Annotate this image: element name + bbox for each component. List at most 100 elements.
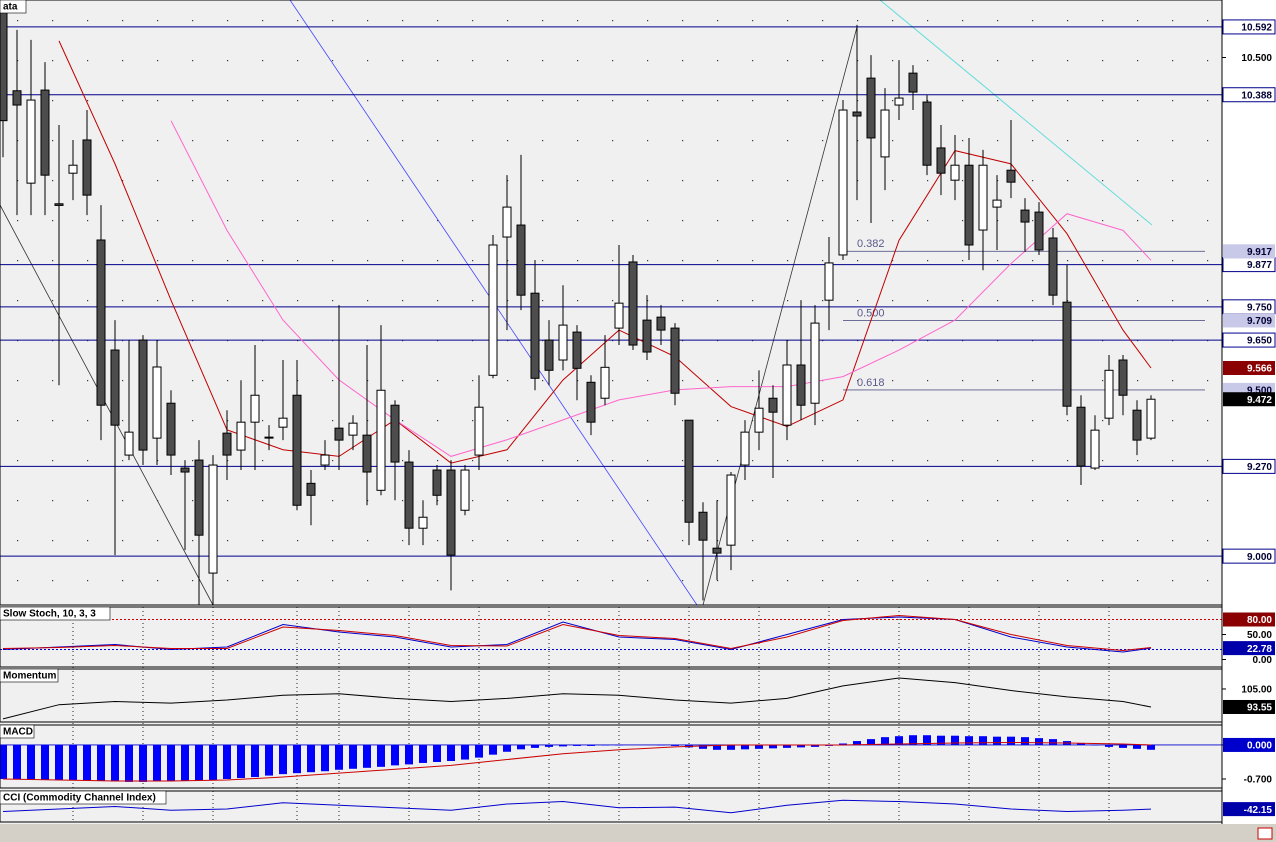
- candle-body: [222, 432, 232, 456]
- macd-bar: [559, 744, 567, 747]
- fib-label: 0.618: [857, 377, 885, 389]
- macd-bar: [335, 744, 343, 770]
- candle-body: [0, 0, 8, 122]
- macd-bar: [83, 744, 91, 781]
- macd-bar: [391, 744, 399, 766]
- band-label: 80.00: [1247, 615, 1272, 626]
- trend-line: [879, 0, 1153, 226]
- candle-body: [152, 366, 162, 439]
- panel-title-box: [0, 0, 27, 14]
- candle-body: [936, 147, 946, 174]
- level-label: 10.388: [1241, 90, 1272, 101]
- panel-title-box: [0, 724, 35, 739]
- candle-body: [516, 224, 526, 296]
- candle-body: [768, 397, 778, 413]
- candle-body: [110, 349, 120, 426]
- macd-bar: [1133, 744, 1141, 749]
- last-value-label-box: [1223, 699, 1275, 714]
- candle-body: [908, 72, 918, 93]
- candle-body: [684, 419, 694, 523]
- panel-title: Slow Stoch, 10, 3, 3: [3, 609, 96, 620]
- macd-bar: [209, 744, 217, 780]
- last-price-label-box: [1223, 392, 1275, 407]
- macd-bar: [671, 744, 679, 746]
- macd-bar: [965, 736, 973, 745]
- y-tick-label: 10.500: [1241, 53, 1272, 64]
- candle-body: [614, 302, 624, 329]
- candle-body: [712, 547, 722, 554]
- macd-bar: [741, 744, 749, 750]
- level-label-box: [1222, 87, 1276, 103]
- candle-body: [180, 467, 190, 473]
- indicator-line: [2, 677, 1152, 720]
- panel-title: Momentum: [3, 671, 56, 682]
- y-tick-label-box: [1223, 737, 1275, 752]
- macd-bar: [755, 744, 763, 749]
- macd-bar: [321, 744, 329, 772]
- candle-body: [1104, 369, 1114, 419]
- fib-price-label-box: [1223, 313, 1275, 328]
- fib-label: 0.382: [857, 238, 885, 250]
- macd-bar: [363, 744, 371, 768]
- macd-bar: [181, 744, 189, 781]
- macd-bar: [433, 744, 441, 762]
- macd-bar: [475, 744, 483, 758]
- fib-label: 0.500: [857, 307, 885, 319]
- macd-bar: [1049, 739, 1057, 745]
- candle-body: [376, 389, 386, 491]
- fib-price-label: 9.500: [1247, 386, 1272, 397]
- candle-body: [68, 164, 78, 174]
- macd-bar: [167, 744, 175, 781]
- candle-body: [1062, 301, 1072, 407]
- candle-body: [278, 417, 288, 428]
- level-label-box: [1222, 19, 1276, 35]
- candle-body: [852, 111, 862, 117]
- candle-body: [474, 406, 484, 456]
- candle-body: [922, 101, 932, 166]
- macd-bar: [0, 744, 7, 779]
- macd-bar: [293, 744, 301, 774]
- macd-bar: [1077, 743, 1085, 745]
- y-tick-label: 50.00: [1247, 630, 1272, 641]
- candle-body: [236, 421, 246, 451]
- panel-title-box: [0, 606, 111, 621]
- macd-bar: [937, 735, 945, 745]
- level-label: 10.592: [1241, 23, 1272, 34]
- y-tick-label: -0.700: [1244, 775, 1273, 786]
- macd-bar: [587, 744, 595, 746]
- candle-body: [656, 316, 666, 331]
- macd-bar: [1147, 744, 1155, 750]
- macd-bar: [97, 744, 105, 781]
- macd-bar: [1007, 736, 1015, 745]
- macd-bar: [951, 735, 959, 745]
- scroll-button[interactable]: [1257, 827, 1273, 840]
- candle-body: [432, 469, 442, 496]
- macd-bar: [573, 744, 581, 746]
- candle-body: [320, 454, 330, 466]
- candle-body: [894, 97, 904, 106]
- candle-body: [418, 516, 428, 529]
- candle-body: [866, 77, 876, 139]
- trend-line: [0, 204, 214, 606]
- candle-body: [194, 459, 204, 536]
- candle-body: [810, 322, 820, 404]
- candle-body: [1048, 237, 1058, 296]
- macd-bar: [517, 744, 525, 750]
- price-axis-background: [1222, 0, 1276, 842]
- candle-body: [460, 469, 470, 511]
- y-tick-label: 0.000: [1247, 741, 1272, 752]
- macd-bar: [713, 744, 721, 750]
- candle-body: [586, 381, 596, 423]
- level-label-box: [1222, 548, 1276, 564]
- candle-body: [572, 331, 582, 369]
- macd-bar: [489, 744, 497, 755]
- candle-body: [726, 474, 736, 546]
- macd-bar: [783, 744, 791, 748]
- candle-body: [824, 262, 834, 301]
- candle-body: [138, 339, 148, 451]
- candle-body: [1132, 409, 1142, 441]
- macd-bar: [419, 744, 427, 763]
- panel-title-box: [0, 668, 59, 683]
- candle-body: [600, 366, 610, 399]
- macd-bar: [349, 744, 357, 769]
